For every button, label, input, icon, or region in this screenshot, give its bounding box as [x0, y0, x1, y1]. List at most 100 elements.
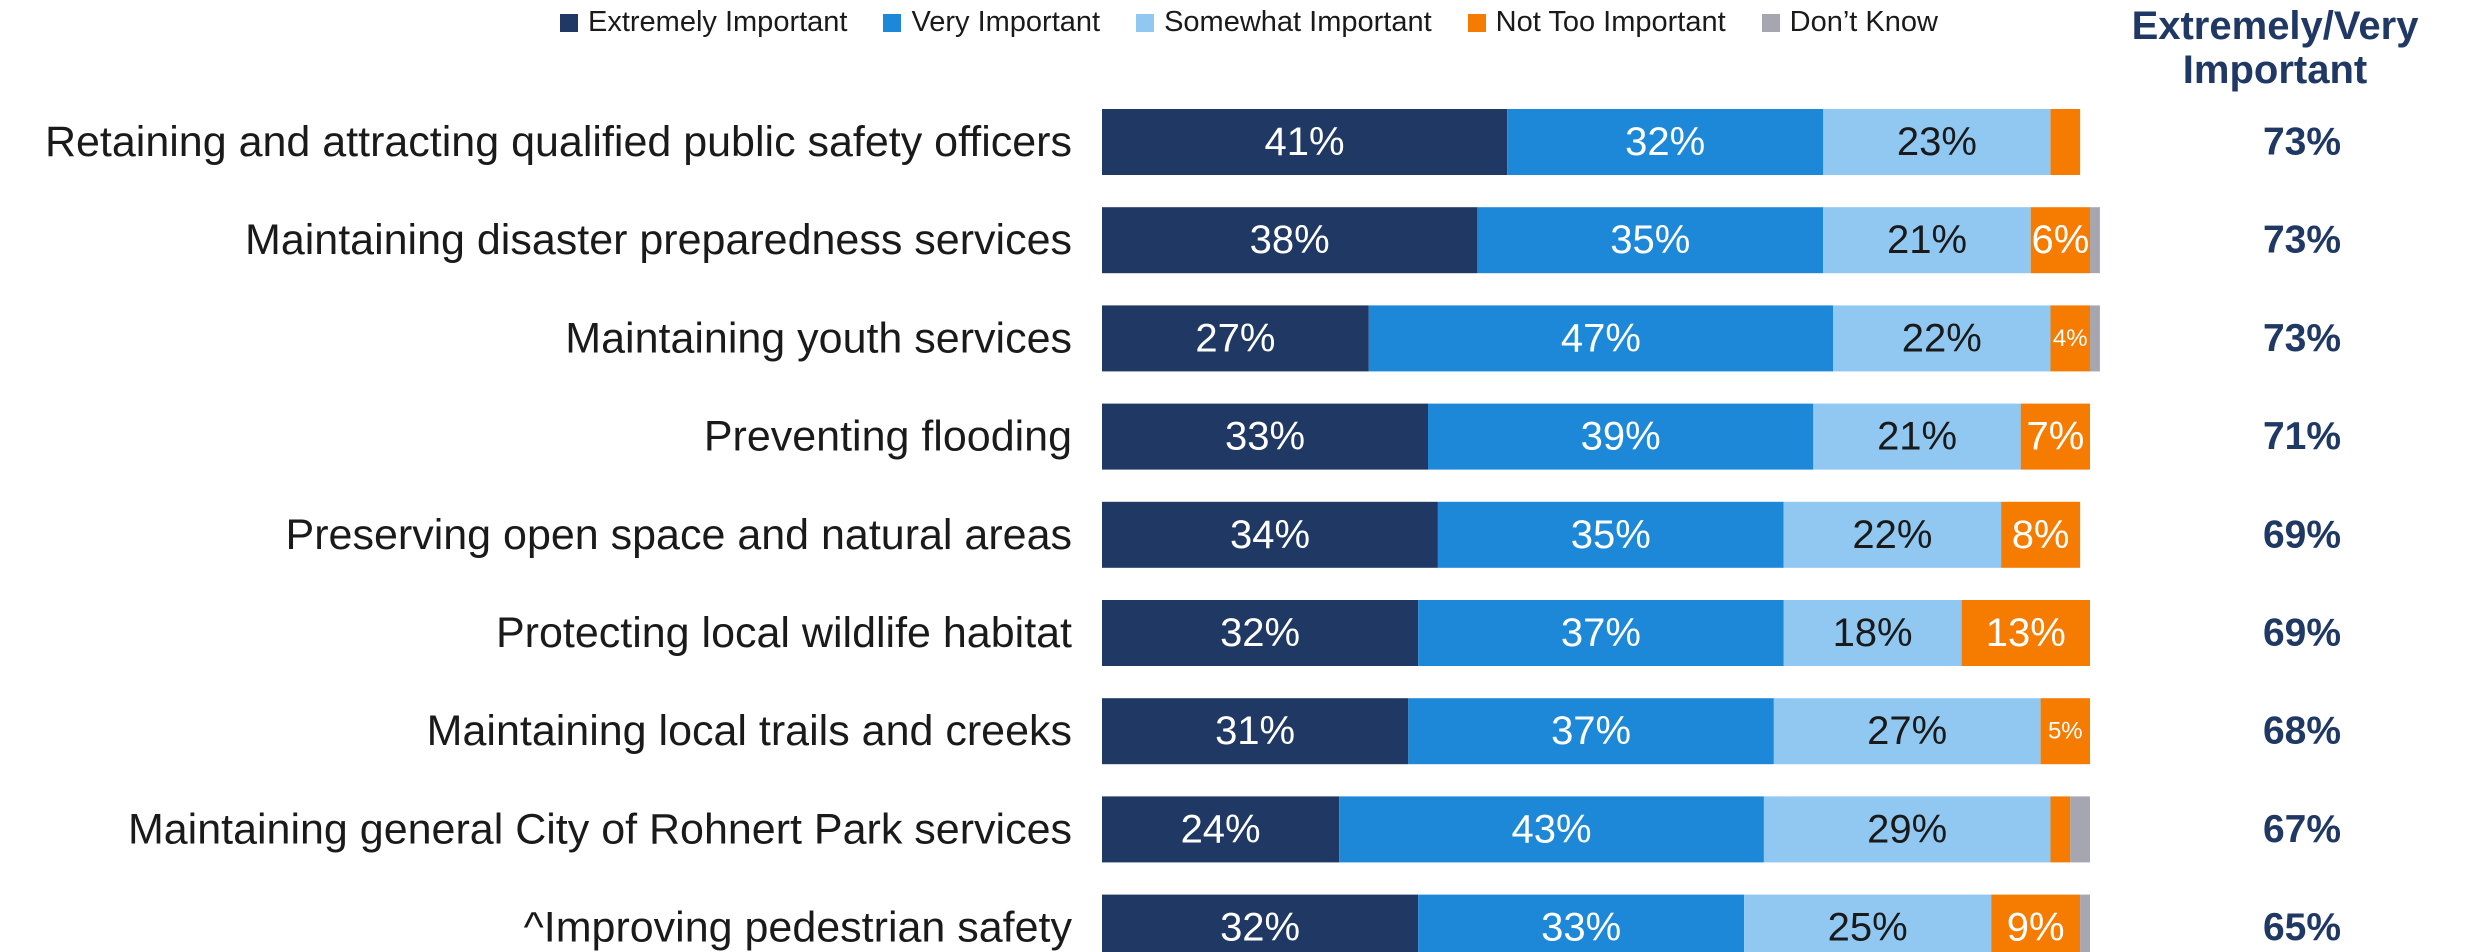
legend-item-not-too-important: Not Too Important: [1467, 6, 1726, 39]
data-label: 23%: [1897, 120, 1977, 164]
legend-label: Don’t Know: [1789, 6, 1938, 38]
summary-value: 73%: [2263, 317, 2341, 360]
legend-item-somewhat-important: Somewhat Important: [1136, 6, 1432, 39]
legend: Extremely Important Very Important Somew…: [560, 6, 1974, 39]
bar-segment: [1477, 207, 1824, 274]
data-label: 39%: [1581, 415, 1661, 459]
legend-item-dont-know: Don’t Know: [1761, 6, 1938, 39]
legend-label: Not Too Important: [1495, 6, 1726, 38]
bar-segment: [2080, 894, 2090, 952]
bar-segment: [2020, 403, 2090, 470]
bar-segment: [1102, 501, 1438, 568]
data-label: 37%: [1551, 709, 1631, 753]
data-label: 8%: [2012, 513, 2070, 557]
data-label: 6%: [2031, 218, 2089, 262]
data-label: 34%: [1230, 513, 1310, 557]
data-label: 21%: [1887, 218, 1967, 262]
data-label: 29%: [1867, 807, 1947, 851]
bar-segment: [1102, 796, 1340, 863]
bar-segment: [1764, 796, 2051, 863]
data-label: 31%: [1215, 709, 1295, 753]
data-label: 5%: [2048, 718, 2083, 745]
legend-swatch: [560, 13, 578, 32]
bar-segment: [1507, 109, 1824, 175]
data-label: 47%: [1561, 316, 1641, 360]
data-label: 24%: [1181, 807, 1261, 851]
legend-item-extremely-important: Extremely Important: [560, 6, 847, 39]
bar-segment: [1783, 600, 1962, 666]
legend-label: Somewhat Important: [1164, 6, 1432, 38]
bar-segment: [1773, 698, 2041, 765]
data-label: 18%: [1833, 611, 1913, 655]
bar-segment: [1833, 305, 2051, 372]
category-label: Maintaining local trails and creeks: [427, 707, 1072, 755]
legend-item-very-important: Very Important: [883, 6, 1100, 39]
bar-segment: [2050, 796, 2071, 863]
bar-segment: [1102, 207, 1478, 274]
bar-segment: [1368, 305, 1834, 372]
data-label: 33%: [1541, 906, 1621, 950]
summary-value: 67%: [2263, 808, 2341, 851]
bar-segment: [1408, 698, 1774, 765]
category-label: Maintaining disaster preparedness servic…: [245, 216, 1072, 264]
bar-segment: [1813, 403, 2021, 470]
data-label: 35%: [1610, 218, 1690, 262]
data-label: 33%: [1225, 415, 1305, 459]
bar-segment: [1823, 109, 2051, 175]
data-label: 43%: [1511, 807, 1591, 851]
bar-segment: [2001, 501, 2081, 568]
legend-swatch: [883, 13, 902, 32]
data-label: 13%: [1986, 611, 2066, 655]
bar-segment: [1102, 403, 1428, 470]
data-label: 22%: [1902, 316, 1982, 360]
bar-segment: [2070, 796, 2090, 863]
bar-segment: [1418, 894, 1745, 952]
data-label: 32%: [1625, 120, 1705, 164]
bar-segment: [1783, 501, 2002, 568]
summary-value: 73%: [2263, 121, 2341, 164]
data-label: 32%: [1220, 611, 1300, 655]
category-label: Protecting local wildlife habitat: [496, 609, 1072, 657]
data-label: 27%: [1195, 316, 1275, 360]
data-label: 27%: [1867, 709, 1947, 753]
category-label: Maintaining youth services: [565, 314, 1072, 362]
data-label: 41%: [1264, 120, 1344, 164]
data-label: 38%: [1250, 218, 1330, 262]
bar-segment: [1418, 600, 1784, 666]
bar-segment: [1102, 698, 1409, 765]
bar-segment: [1102, 894, 1419, 952]
bar-segment: [1102, 600, 1419, 666]
category-label: Preventing flooding: [704, 413, 1072, 461]
data-label: 25%: [1828, 906, 1908, 950]
data-label: 35%: [1571, 513, 1651, 557]
summary-value: 68%: [2263, 710, 2341, 753]
category-label: Maintaining general City of Rohnert Park…: [128, 805, 1072, 853]
summary-value: 73%: [2263, 219, 2341, 262]
legend-label: Extremely Important: [588, 6, 848, 38]
bar-segment: [2030, 207, 2090, 274]
data-label: 4%: [2053, 325, 2088, 352]
legend-swatch: [1136, 13, 1155, 32]
bar-segment: [1991, 894, 2081, 952]
data-label: 32%: [1220, 906, 1300, 950]
category-label: Preserving open space and natural areas: [286, 511, 1072, 559]
data-label: 37%: [1561, 611, 1641, 655]
bar-segment: [1102, 305, 1369, 372]
legend-label: Very Important: [911, 6, 1101, 38]
data-label: 22%: [1852, 513, 1932, 557]
bar-segment: [1823, 207, 2031, 274]
summary-column-header: Extremely/Very Important: [2131, 4, 2419, 92]
bar-segment: [1102, 109, 1508, 175]
bar-segment: [1437, 501, 1784, 568]
legend-swatch: [1467, 13, 1486, 32]
data-label: 21%: [1877, 415, 1957, 459]
data-label: 7%: [2026, 415, 2084, 459]
bar-segment: [2040, 698, 2090, 765]
bar-segment: [1961, 600, 2090, 666]
category-label: ^Improving pedestrian safety: [524, 904, 1073, 952]
bar-segment: [2090, 305, 2100, 372]
summary-value: 71%: [2263, 415, 2341, 458]
legend-swatch: [1761, 13, 1780, 32]
bar-segment: [2050, 109, 2081, 175]
bar-segment: [1428, 403, 1814, 470]
